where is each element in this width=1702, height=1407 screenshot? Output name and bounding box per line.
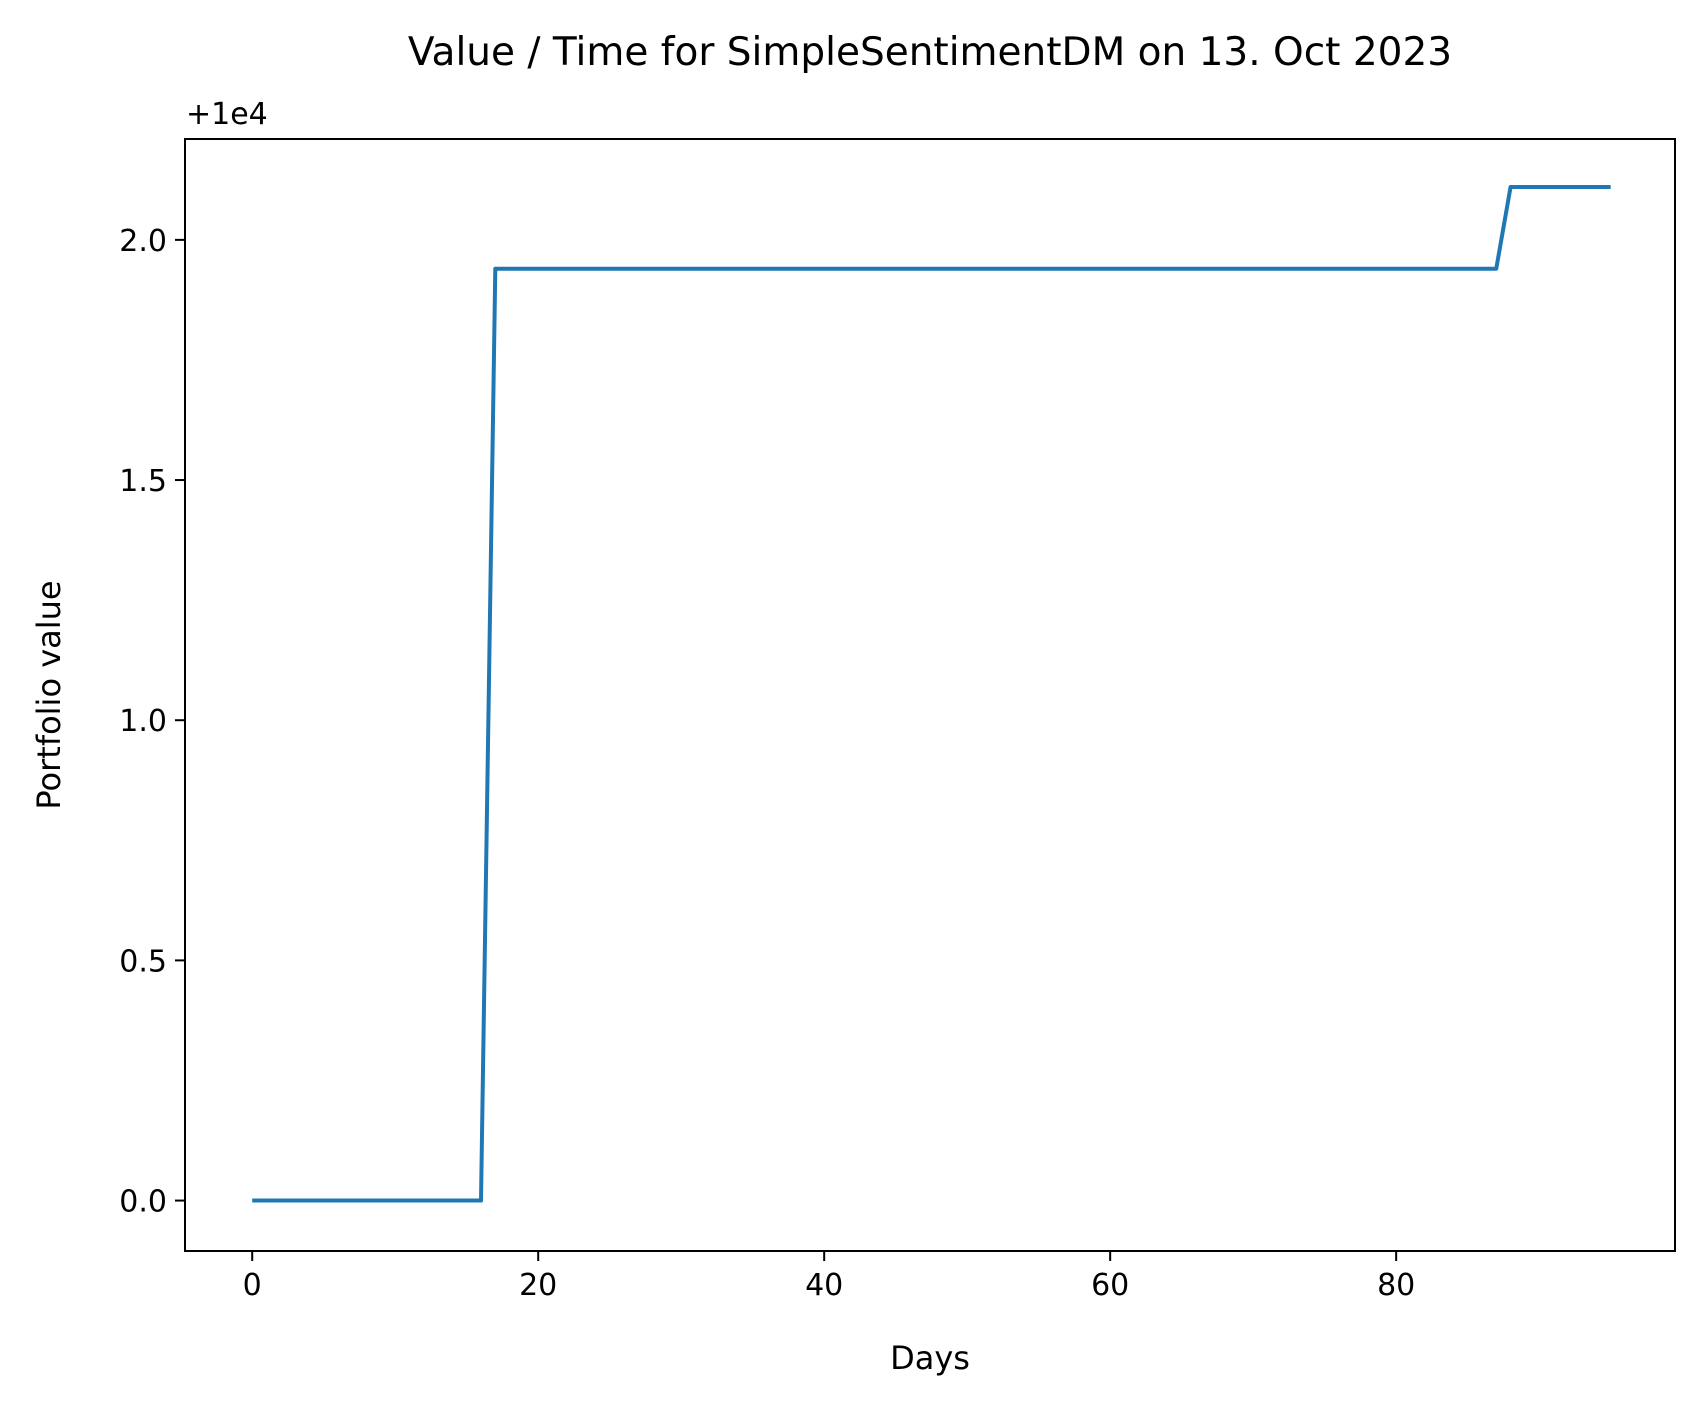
- x-tick-label: 80: [1377, 1268, 1415, 1303]
- y-axis-offset-label: +1e4: [186, 97, 268, 132]
- plot-area: [252, 185, 1611, 1203]
- x-tick-label: 20: [519, 1268, 557, 1303]
- y-tick-label: 1.0: [119, 704, 167, 739]
- chart-title: Value / Time for SimpleSentimentDM on 13…: [408, 30, 1452, 75]
- x-axis: 0 20 40 60 80: [243, 1251, 1415, 1303]
- y-tick-label: 1.5: [119, 464, 167, 499]
- x-tick-label: 60: [1091, 1268, 1129, 1303]
- x-axis-label: Days: [890, 1339, 970, 1377]
- y-axis: 0.0 0.5 1.0 1.5 2.0: [119, 224, 185, 1220]
- axes-frame: [184, 138, 1676, 1252]
- y-tick-label: 0.5: [119, 944, 167, 979]
- series-line: [252, 185, 1611, 1203]
- x-tick-label: 0: [243, 1268, 262, 1303]
- y-tick-label: 2.0: [119, 224, 167, 259]
- y-tick-label: 0.0: [119, 1185, 167, 1220]
- x-tick-label: 40: [805, 1268, 843, 1303]
- y-axis-label: Portfolio value: [30, 580, 68, 809]
